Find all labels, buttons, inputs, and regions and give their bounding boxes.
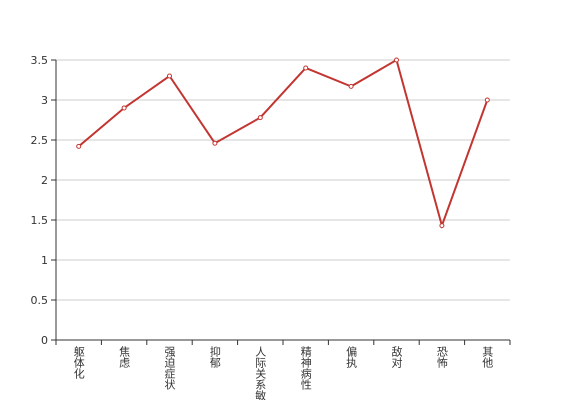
point [76,143,82,149]
x-tick-label: 敌对 [390,345,403,368]
x-tick-label: 精神病性 [299,346,312,391]
y-tick-label: 2 [41,174,48,187]
y-tick-label: 1 [41,254,48,267]
x-tick-label: 偏执 [345,345,358,369]
x-tick-label: 恐怖 [435,346,448,368]
y-tick-label: 2.5 [31,134,49,147]
point [348,83,354,89]
point [167,73,172,79]
x-tick-label: 抑郁 [208,345,221,368]
x-tick-label: 躯体化 [72,346,85,380]
y-tick-label: 0.5 [31,294,49,307]
y-tick-label: 0 [41,334,48,347]
line [78,58,489,229]
point [257,115,263,121]
point [394,57,399,63]
y-tick-label: 1.5 [31,214,49,227]
point [439,223,445,229]
point [121,105,127,111]
point [484,97,490,103]
x-tick-label: 焦虑 [118,346,131,368]
x-tick-label: 强迫症状 [163,346,176,390]
y-tick-label: 3.5 [31,54,49,67]
point [212,140,218,146]
x-tick-label: 人际关系敏感 [254,346,267,400]
point [303,65,309,71]
x-tick-label: 其他 [481,346,494,368]
y-tick-label: 3 [41,94,48,107]
